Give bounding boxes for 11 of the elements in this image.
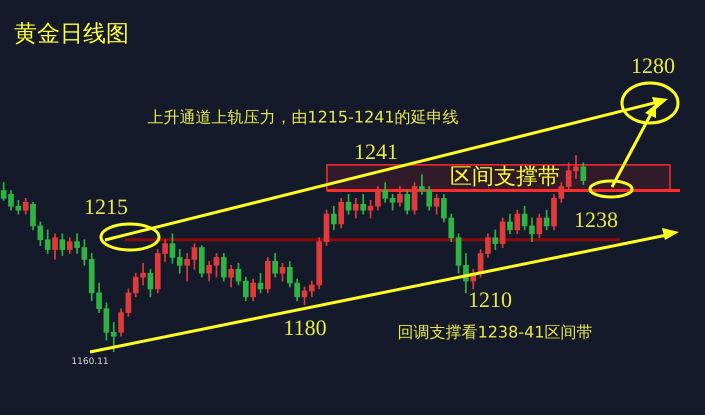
text: 上升通道上轨压力，由1215-1241的延申线: [147, 108, 459, 128]
annotation: 1180: [283, 315, 327, 341]
band-label: 区间支撑带: [450, 164, 560, 190]
text: 1280: [631, 53, 675, 79]
annotation: 1238: [574, 207, 618, 233]
annotation: 1241: [354, 139, 398, 165]
text: 1160.11: [71, 357, 109, 367]
chart-title: 黄金日线图: [14, 20, 129, 49]
annotation: 1210: [468, 287, 512, 313]
annotation: 1215: [84, 194, 128, 220]
annotation: 回调支撑看1238-41区间带: [398, 322, 592, 344]
